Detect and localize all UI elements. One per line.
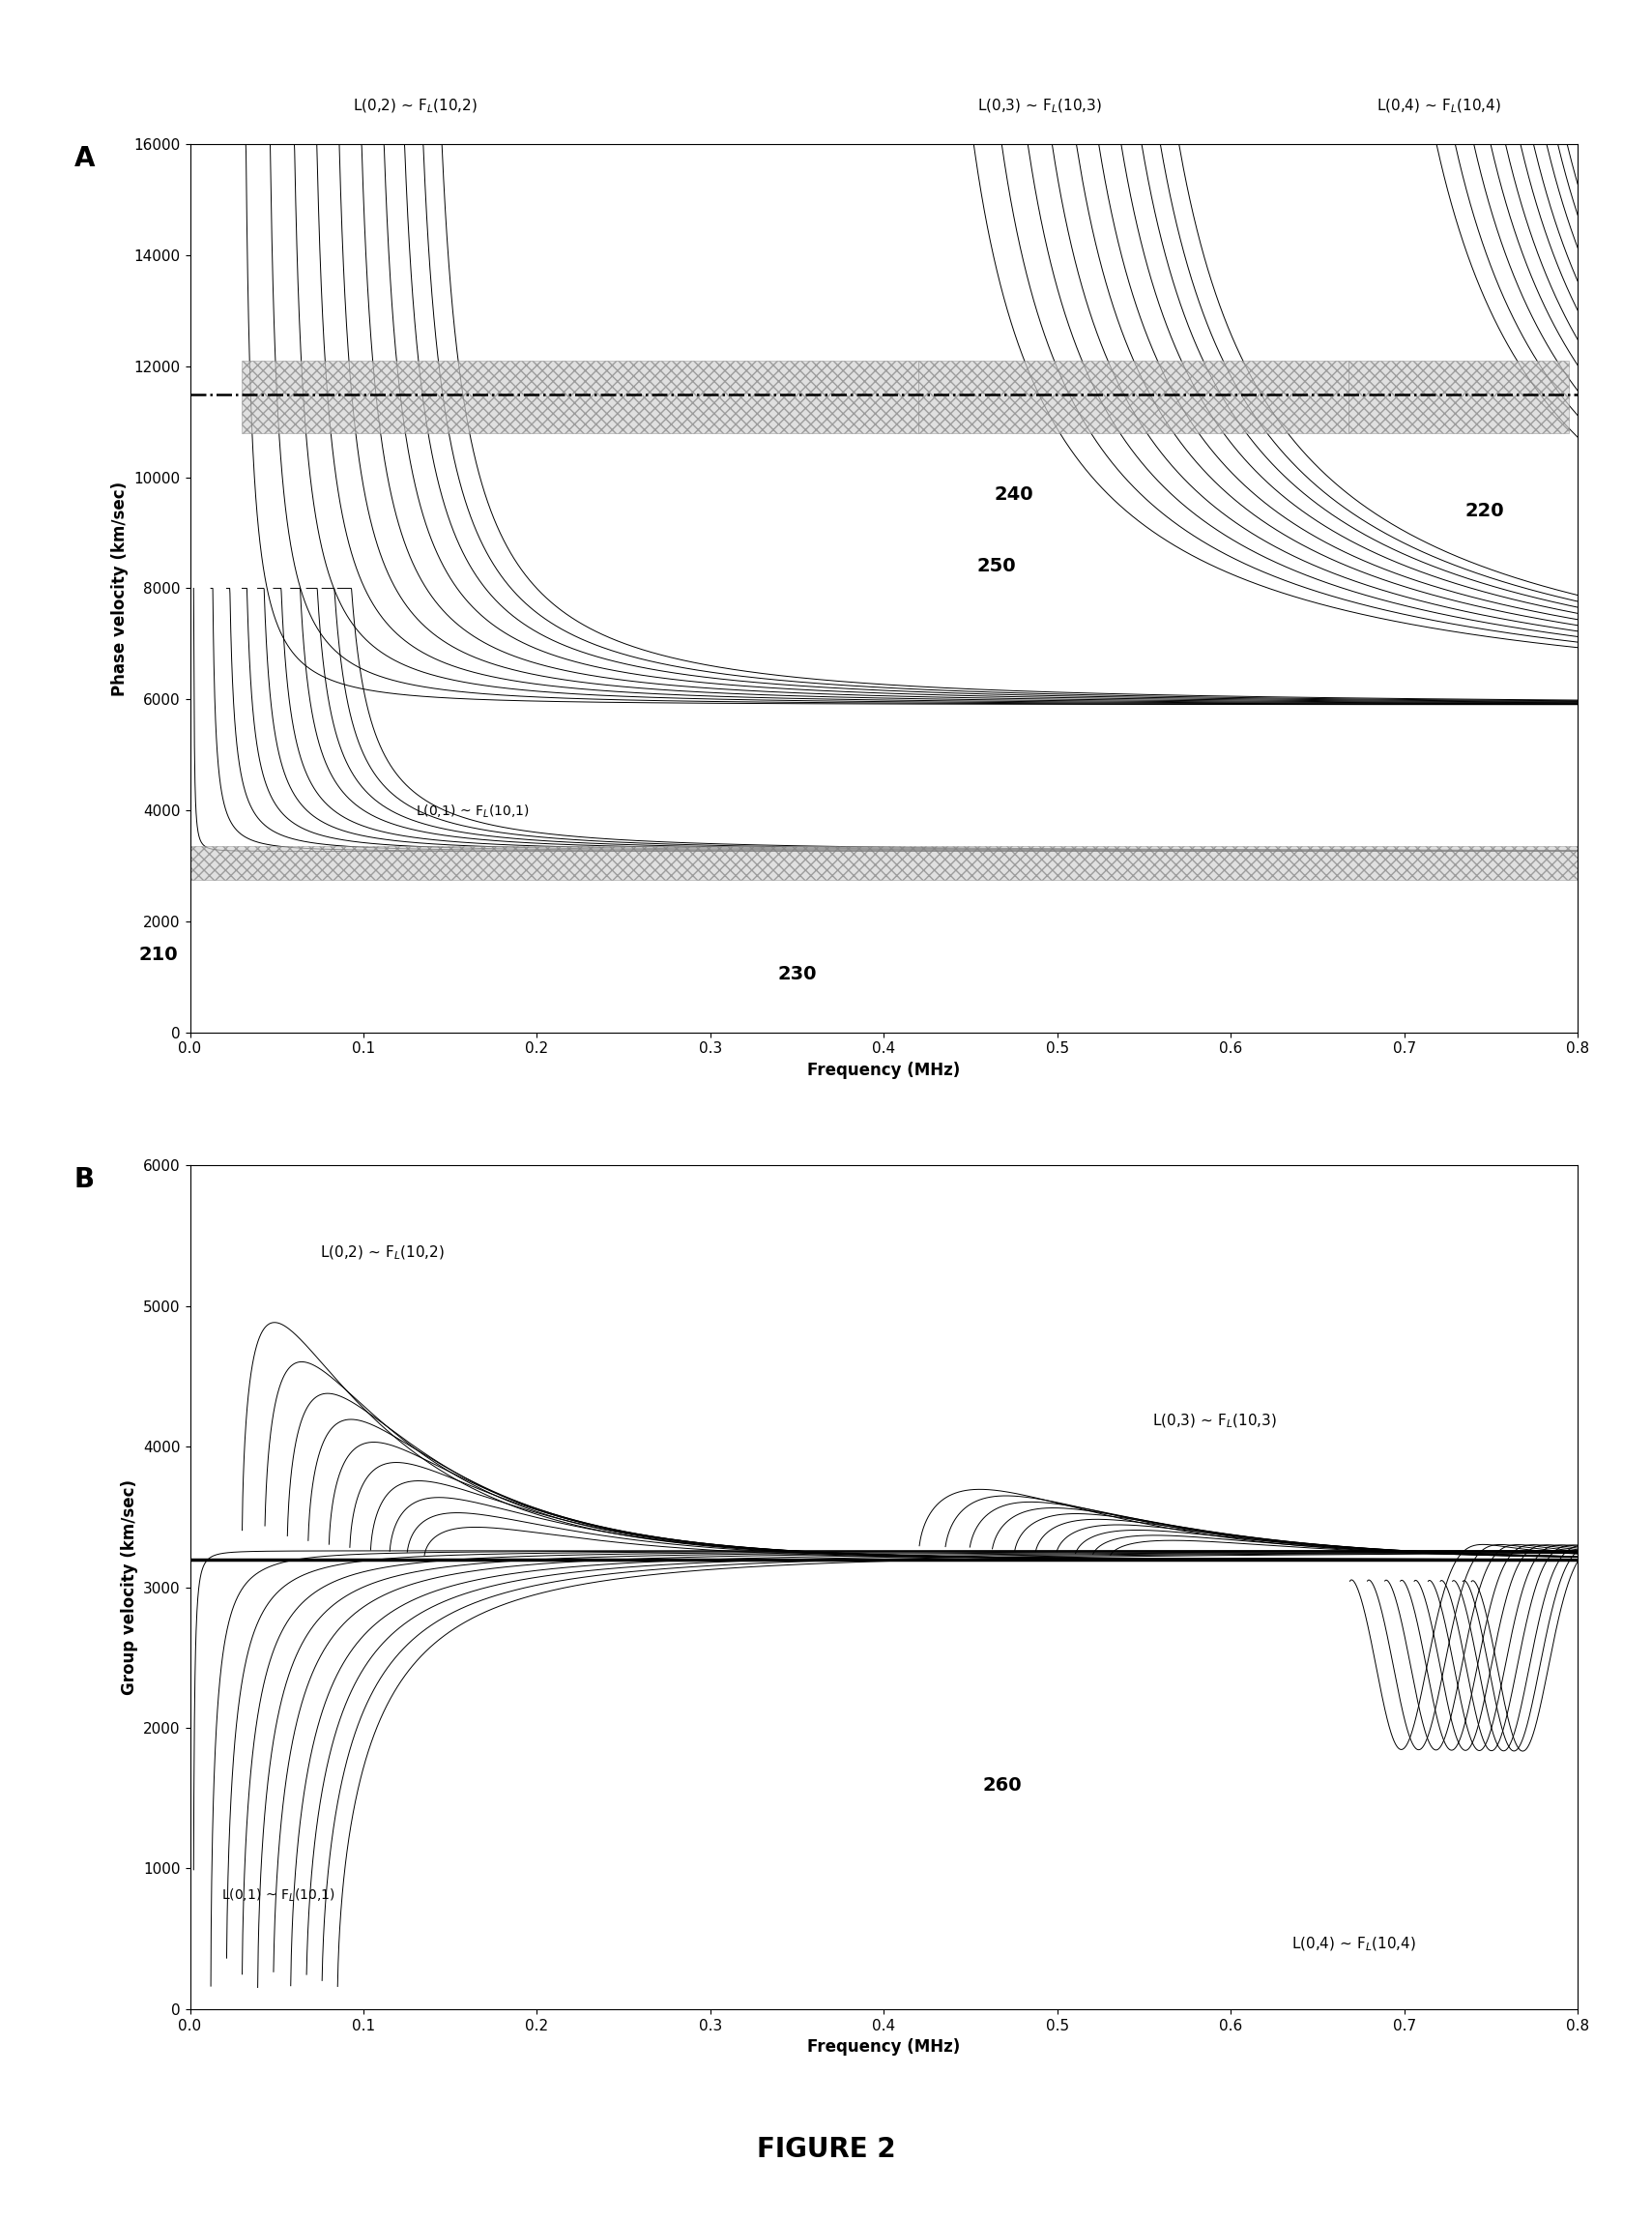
Text: 230: 230 (778, 966, 816, 983)
Text: 220: 220 (1465, 502, 1505, 519)
Text: L(0,1) ~ F$_L$(10,1): L(0,1) ~ F$_L$(10,1) (416, 804, 529, 819)
Text: 240: 240 (995, 484, 1034, 504)
Bar (190, 846, 1578, 879)
Text: FIGURE 2: FIGURE 2 (757, 2136, 895, 2162)
Text: L(0,2) ~ F$_L$(10,2): L(0,2) ~ F$_L$(10,2) (320, 1243, 444, 1261)
Text: A: A (74, 144, 96, 173)
Text: L(0,2) ~ F$_L$(10,2): L(0,2) ~ F$_L$(10,2) (354, 98, 477, 115)
Text: L(0,4) ~ F$_L$(10,4): L(0,4) ~ F$_L$(10,4) (1292, 1936, 1416, 1954)
Text: L(0,1) ~ F$_L$(10,1): L(0,1) ~ F$_L$(10,1) (221, 1887, 335, 1905)
Bar (919, 360, 1348, 433)
Text: 260: 260 (983, 1776, 1021, 1796)
Text: 210: 210 (139, 946, 178, 963)
Y-axis label: Group velocity (km/sec): Group velocity (km/sec) (121, 1479, 137, 1696)
X-axis label: Frequency (MHz): Frequency (MHz) (808, 2038, 960, 2056)
Bar (1348, 360, 1569, 433)
Text: L(0,3) ~ F$_L$(10,3): L(0,3) ~ F$_L$(10,3) (978, 98, 1102, 115)
Text: B: B (74, 1166, 94, 1194)
Text: L(0,4) ~ F$_L$(10,4): L(0,4) ~ F$_L$(10,4) (1376, 98, 1502, 115)
Y-axis label: Phase velocity (km/sec): Phase velocity (km/sec) (111, 482, 129, 695)
Bar (241, 360, 919, 433)
Text: L(0,3) ~ F$_L$(10,3): L(0,3) ~ F$_L$(10,3) (1153, 1412, 1277, 1430)
Text: 250: 250 (976, 557, 1016, 575)
X-axis label: Frequency (MHz): Frequency (MHz) (808, 1061, 960, 1079)
